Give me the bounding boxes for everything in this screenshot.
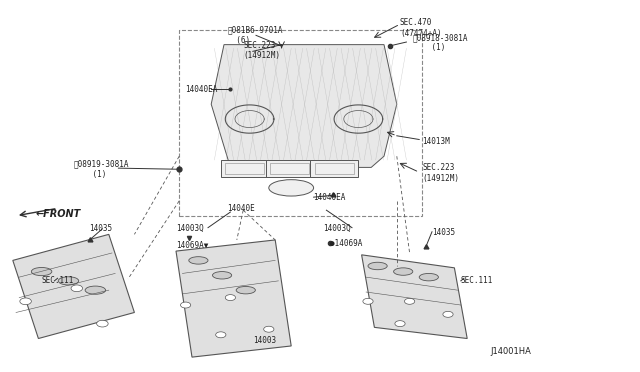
Text: 14003Q: 14003Q: [323, 224, 351, 233]
Text: SEC.223
(14912M): SEC.223 (14912M): [422, 163, 460, 183]
Polygon shape: [176, 240, 291, 357]
Polygon shape: [362, 255, 467, 339]
Ellipse shape: [269, 180, 314, 196]
Ellipse shape: [189, 257, 208, 264]
Ellipse shape: [419, 273, 438, 281]
Ellipse shape: [31, 267, 52, 276]
Bar: [221, 160, 269, 177]
Text: 14069A▼: 14069A▼: [176, 241, 209, 250]
Polygon shape: [211, 45, 397, 167]
Text: 14013M: 14013M: [422, 137, 450, 146]
Bar: [266, 160, 314, 177]
Text: 14003: 14003: [253, 336, 276, 345]
Circle shape: [363, 298, 373, 304]
Circle shape: [395, 321, 405, 327]
Polygon shape: [13, 234, 134, 339]
Circle shape: [443, 311, 453, 317]
Circle shape: [71, 285, 83, 292]
Text: 14040EA: 14040EA: [186, 85, 218, 94]
Ellipse shape: [85, 286, 106, 294]
Text: 14003Q: 14003Q: [176, 224, 204, 233]
Text: Ⓑ081B6-9701A
  (6): Ⓑ081B6-9701A (6): [227, 26, 283, 45]
Text: 14040E: 14040E: [227, 204, 255, 213]
Circle shape: [225, 295, 236, 301]
Bar: [310, 160, 358, 177]
Text: ←FRONT: ←FRONT: [35, 209, 81, 219]
Text: 14035: 14035: [90, 224, 113, 233]
Circle shape: [216, 332, 226, 338]
Circle shape: [180, 302, 191, 308]
Ellipse shape: [236, 286, 255, 294]
Text: 14040EA: 14040EA: [314, 193, 346, 202]
Ellipse shape: [58, 277, 79, 285]
Text: SEC.111: SEC.111: [42, 276, 74, 285]
Text: Ⓚ08918-3081A
    (1): Ⓚ08918-3081A (1): [413, 33, 468, 52]
Ellipse shape: [368, 262, 387, 270]
Text: J14001HA: J14001HA: [490, 347, 531, 356]
Circle shape: [97, 320, 108, 327]
Ellipse shape: [394, 268, 413, 275]
Text: 14035: 14035: [432, 228, 455, 237]
Text: SEC.111: SEC.111: [461, 276, 493, 285]
Bar: [225, 163, 264, 174]
Circle shape: [20, 298, 31, 305]
Text: Ⓚ08919-3081A
    (1): Ⓚ08919-3081A (1): [74, 160, 129, 179]
Bar: [315, 163, 354, 174]
Circle shape: [404, 298, 415, 304]
Bar: [270, 163, 309, 174]
Text: ●14069A: ●14069A: [330, 239, 362, 248]
Circle shape: [264, 326, 274, 332]
Text: SEC.223
(14912M): SEC.223 (14912M): [243, 41, 280, 60]
Text: SEC.470
(47474+A): SEC.470 (47474+A): [400, 18, 442, 38]
Ellipse shape: [212, 272, 232, 279]
